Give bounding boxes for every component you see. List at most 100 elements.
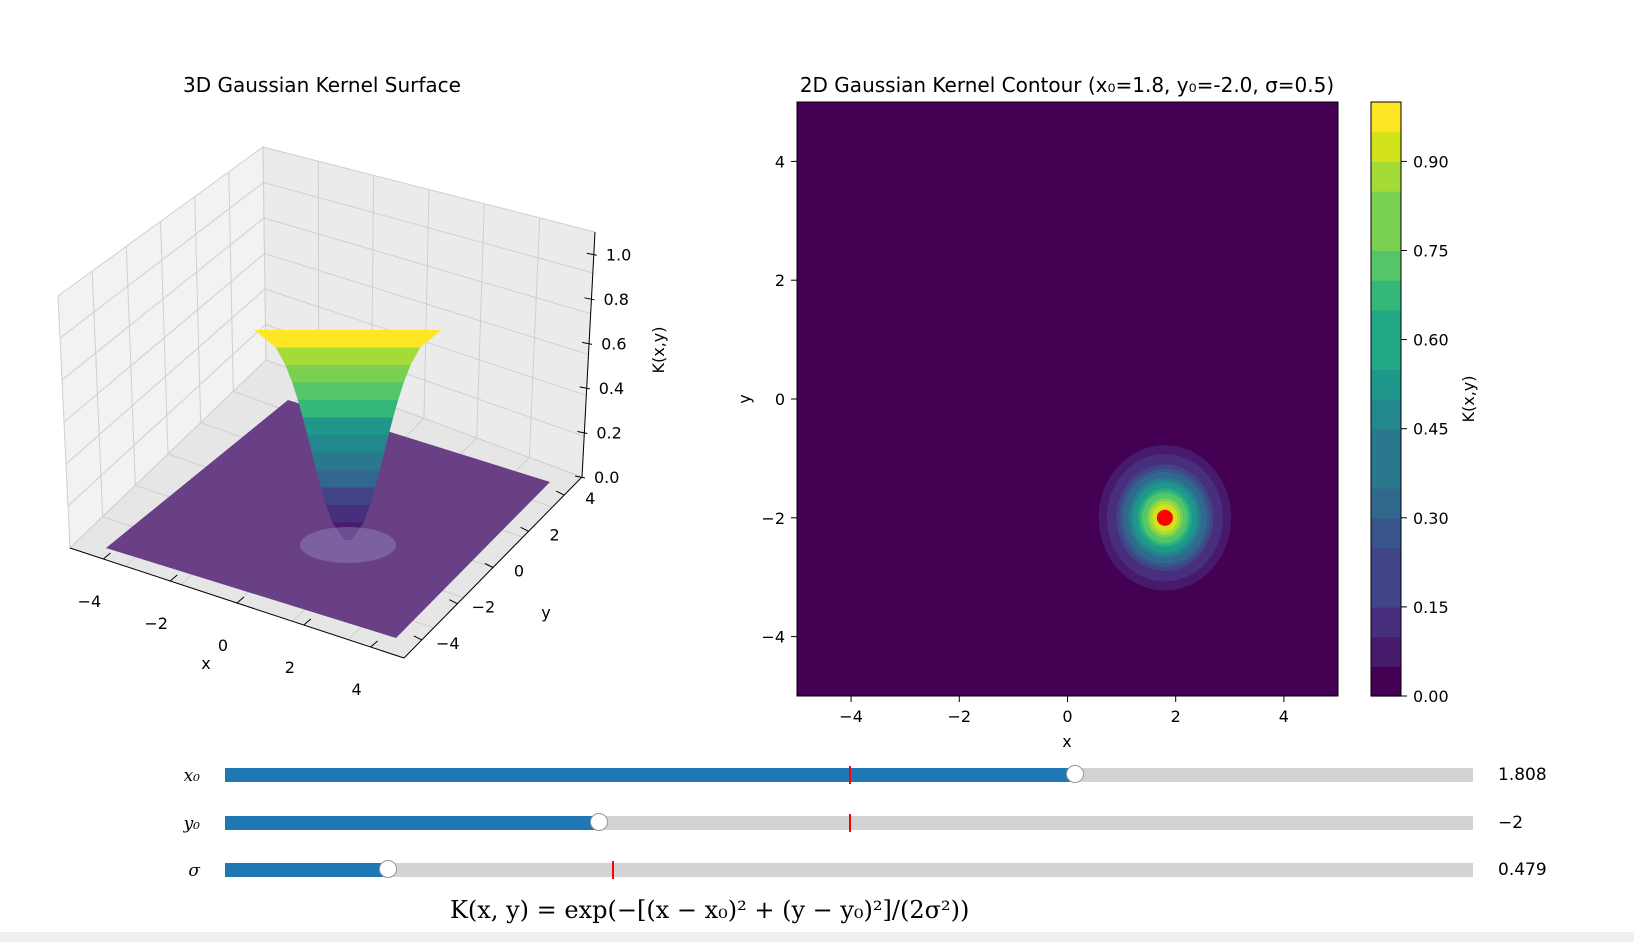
y-tick-label-3d: 2 — [550, 525, 560, 544]
colorbar-segment — [1371, 517, 1401, 549]
surface-shadow — [300, 527, 396, 563]
slider-y0-label: y₀ — [183, 814, 200, 834]
colorbar-segment — [1371, 191, 1401, 222]
colorbar-tick-label: 0.15 — [1413, 598, 1449, 617]
z-tick-label: 0.6 — [601, 334, 626, 353]
x-tick-mark-3d — [169, 574, 178, 582]
slider-x0-track[interactable] — [225, 765, 1473, 784]
slider-x0-handle[interactable] — [1065, 765, 1084, 783]
colorbar-tick-label: 0.90 — [1413, 152, 1449, 171]
y-tick-mark-3d — [413, 635, 423, 641]
contour-y-tick-label: 0 — [775, 390, 785, 409]
y-tick-mark-3d — [555, 490, 565, 496]
slider-sigma-label: σ — [188, 861, 200, 881]
z-tick-mark — [579, 386, 590, 390]
z-tick-label: 1.0 — [606, 245, 631, 264]
z-tick-mark — [577, 430, 588, 434]
back-pane-gridline — [228, 171, 234, 392]
colorbar-segment — [1371, 369, 1401, 400]
surface-band — [320, 487, 376, 505]
surface-band — [307, 435, 389, 453]
colorbar-tick-label: 0.00 — [1413, 687, 1449, 706]
y-tick-mark-3d — [520, 526, 529, 532]
surface-title: 3D Gaussian Kernel Surface — [183, 73, 461, 97]
colorbar-label: K(x,y) — [1459, 376, 1478, 423]
colorbar-segment — [1371, 220, 1401, 252]
x-tick-mark-3d — [303, 618, 312, 626]
colorbar-tick-label: 0.60 — [1413, 331, 1449, 350]
slider-y0: y₀ −2 — [0, 813, 1634, 846]
x-tick-mark-3d — [370, 640, 378, 648]
colorbar-segment — [1371, 428, 1401, 459]
z-tick-label: 0.2 — [596, 423, 621, 442]
surface-band — [254, 330, 442, 348]
y-tick-label-3d: −4 — [436, 634, 460, 653]
slider-x0-init-marker — [849, 766, 851, 784]
x-axis-ticks-3d: −4 −2 0 2 4 — [78, 552, 378, 699]
window-footer — [0, 932, 1634, 942]
colorbar-segment — [1371, 309, 1401, 341]
z-tick-mark — [581, 341, 593, 345]
contour-x-label: x — [1062, 732, 1071, 751]
colorbar-segment — [1371, 636, 1401, 667]
colorbar-ticks: 0.00 0.15 0.30 0.45 0.60 0.75 0.90 — [1401, 152, 1449, 706]
z-tick-mark — [584, 297, 595, 301]
surface-band — [302, 417, 394, 435]
y-tick-mark-3d — [449, 599, 458, 605]
slider-sigma-handle[interactable] — [379, 860, 398, 878]
z-tick-label: 0.8 — [603, 290, 628, 309]
y-tick-mark-3d — [484, 563, 494, 568]
contour-y-label: y — [735, 394, 754, 403]
z-tick-mark — [586, 252, 597, 256]
colorbar-segment — [1371, 606, 1401, 638]
z-tick-label: 0.4 — [599, 379, 624, 398]
colorbar-frame — [1370, 101, 1402, 697]
colorbar-segment — [1371, 547, 1401, 578]
surface-band — [325, 505, 371, 523]
y-axis-ticks-3d: −4 −2 0 2 4 — [413, 489, 595, 653]
x-tick-label-3d: −4 — [78, 592, 102, 611]
colorbar-segment — [1371, 131, 1401, 162]
slider-y0-handle[interactable] — [590, 813, 609, 831]
surface-band — [311, 452, 385, 470]
surface-band — [292, 382, 404, 400]
y-tick-label-3d: 0 — [514, 562, 524, 581]
surface-peak — [254, 330, 442, 563]
slider-y0-track[interactable] — [225, 813, 1473, 832]
contour-x-tick-label: 2 — [1171, 707, 1181, 726]
y-tick-label-3d: −2 — [472, 598, 496, 617]
colorbar-segment — [1371, 488, 1401, 519]
z-tick-label: 0.0 — [594, 468, 619, 487]
slider-sigma-track[interactable] — [225, 860, 1473, 879]
colorbar-segment — [1371, 458, 1401, 489]
surface-band — [316, 470, 380, 488]
colorbar-segment — [1371, 250, 1401, 281]
surface-base-plane — [106, 400, 550, 638]
z-axis-label: K(x,y) — [649, 327, 668, 374]
contour-y-ticks: 4 2 0 −2 −4 — [761, 152, 797, 647]
slider-y0-value: −2 — [1498, 813, 1524, 833]
contour-y-tick-label: 4 — [775, 152, 785, 171]
colorbar-tick-label: 0.30 — [1413, 509, 1449, 528]
kernel-formula: K(x, y) = exp(−[(x − x₀)² + (y − y₀)²]/(… — [450, 896, 970, 924]
colorbar-segment — [1371, 399, 1401, 430]
colorbar-segment — [1371, 339, 1401, 370]
slider-x0-value: 1.808 — [1498, 765, 1547, 785]
slider-sigma-init-marker — [612, 861, 615, 879]
slider-sigma-value: 0.479 — [1498, 860, 1547, 880]
contour-axes-area — [797, 102, 1338, 696]
surface-band — [297, 400, 399, 418]
z-axis-ticks: 0.0 0.2 0.4 0.6 0.8 1.0 — [574, 245, 631, 487]
colorbar-tick-label: 0.75 — [1413, 242, 1449, 261]
contour-x-tick-label: −4 — [839, 707, 863, 726]
colorbar-segment — [1371, 280, 1401, 311]
x-tick-label-3d: 2 — [285, 658, 295, 677]
colorbar — [1371, 102, 1401, 697]
x-tick-mark-3d — [236, 596, 245, 604]
slider-y0-fill — [225, 816, 600, 830]
slider-x0: x₀ 1.808 — [0, 765, 1634, 798]
contour-x-tick-label: 4 — [1279, 707, 1289, 726]
y-axis-label-3d: y — [541, 603, 550, 622]
x-tick-label-3d: 0 — [218, 636, 228, 655]
